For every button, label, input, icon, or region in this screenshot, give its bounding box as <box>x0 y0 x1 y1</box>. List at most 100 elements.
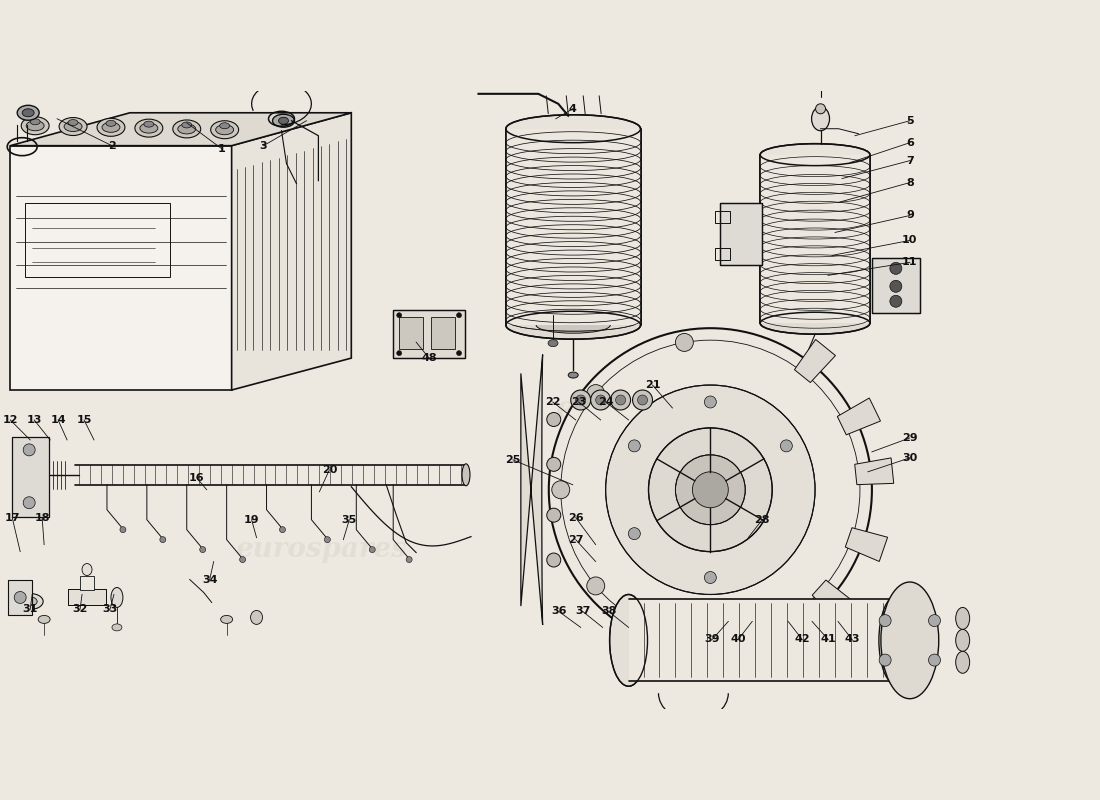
Circle shape <box>628 440 640 452</box>
Polygon shape <box>8 579 32 615</box>
Ellipse shape <box>220 122 230 129</box>
Circle shape <box>397 350 401 356</box>
Polygon shape <box>855 458 893 485</box>
Ellipse shape <box>68 119 78 126</box>
Ellipse shape <box>760 144 870 166</box>
Ellipse shape <box>221 615 232 623</box>
Bar <box>80 575 94 590</box>
Text: 21: 21 <box>645 380 660 390</box>
Bar <box>25 202 169 278</box>
Bar <box>715 211 730 223</box>
Text: eurospares: eurospares <box>108 274 296 306</box>
Ellipse shape <box>251 610 263 624</box>
Circle shape <box>120 526 125 533</box>
Text: 19: 19 <box>244 514 260 525</box>
Bar <box>393 310 465 358</box>
Text: 42: 42 <box>794 634 810 644</box>
Circle shape <box>547 508 561 522</box>
Circle shape <box>638 395 648 405</box>
Circle shape <box>610 390 630 410</box>
Circle shape <box>606 385 815 594</box>
Text: 30: 30 <box>902 453 917 463</box>
Text: 37: 37 <box>575 606 591 617</box>
Text: 35: 35 <box>342 514 356 525</box>
Polygon shape <box>837 398 880 435</box>
Text: 4: 4 <box>569 104 576 114</box>
Bar <box>715 248 730 260</box>
Text: 41: 41 <box>821 634 836 644</box>
Text: 20: 20 <box>321 465 337 475</box>
Circle shape <box>279 526 286 533</box>
Circle shape <box>370 546 375 553</box>
Bar <box>760 154 870 323</box>
Circle shape <box>547 553 561 567</box>
Ellipse shape <box>140 123 157 133</box>
Text: 23: 23 <box>571 397 586 407</box>
Ellipse shape <box>273 114 295 127</box>
Circle shape <box>928 654 940 666</box>
Text: 43: 43 <box>844 634 860 644</box>
Ellipse shape <box>23 597 37 606</box>
Text: 34: 34 <box>202 574 218 585</box>
Circle shape <box>890 295 902 307</box>
Ellipse shape <box>506 311 640 339</box>
Ellipse shape <box>135 119 163 137</box>
Text: 31: 31 <box>22 605 37 614</box>
Ellipse shape <box>59 118 87 135</box>
Circle shape <box>586 385 605 402</box>
Text: 8: 8 <box>906 178 914 187</box>
Ellipse shape <box>506 114 640 142</box>
Ellipse shape <box>178 124 196 134</box>
Ellipse shape <box>881 582 938 698</box>
Text: 10: 10 <box>902 235 917 246</box>
Polygon shape <box>845 528 888 562</box>
Text: 15: 15 <box>76 415 91 425</box>
Ellipse shape <box>102 122 120 132</box>
Circle shape <box>586 577 605 595</box>
Circle shape <box>890 280 902 292</box>
Circle shape <box>547 413 561 426</box>
Ellipse shape <box>760 312 870 334</box>
Circle shape <box>324 537 330 542</box>
Circle shape <box>397 313 401 318</box>
Polygon shape <box>68 590 106 606</box>
Ellipse shape <box>18 106 40 120</box>
Ellipse shape <box>182 122 191 128</box>
Ellipse shape <box>278 118 288 124</box>
Ellipse shape <box>144 121 154 127</box>
Circle shape <box>456 350 462 356</box>
Ellipse shape <box>112 624 122 631</box>
Text: 40: 40 <box>730 634 746 644</box>
Polygon shape <box>12 437 50 517</box>
Circle shape <box>780 440 792 452</box>
Circle shape <box>456 313 462 318</box>
Circle shape <box>23 497 35 509</box>
Text: 36: 36 <box>551 606 566 617</box>
Ellipse shape <box>82 563 92 575</box>
Ellipse shape <box>569 372 579 378</box>
Ellipse shape <box>64 122 82 131</box>
Circle shape <box>596 395 606 405</box>
Ellipse shape <box>718 383 726 393</box>
Ellipse shape <box>22 109 34 117</box>
Circle shape <box>879 614 891 626</box>
Circle shape <box>200 546 206 553</box>
Circle shape <box>14 591 26 603</box>
Ellipse shape <box>956 607 970 630</box>
Circle shape <box>675 455 746 525</box>
Text: 1: 1 <box>218 144 226 154</box>
Bar <box>431 318 455 349</box>
Ellipse shape <box>18 594 43 610</box>
Text: 14: 14 <box>51 415 66 425</box>
Ellipse shape <box>30 118 40 125</box>
Text: 25: 25 <box>505 455 520 465</box>
Circle shape <box>571 390 591 410</box>
Circle shape <box>575 395 585 405</box>
Bar <box>628 599 898 682</box>
Ellipse shape <box>548 340 558 346</box>
Circle shape <box>675 334 693 351</box>
Bar <box>399 318 424 349</box>
Text: 22: 22 <box>544 397 561 407</box>
Polygon shape <box>232 113 351 390</box>
Circle shape <box>928 614 940 626</box>
